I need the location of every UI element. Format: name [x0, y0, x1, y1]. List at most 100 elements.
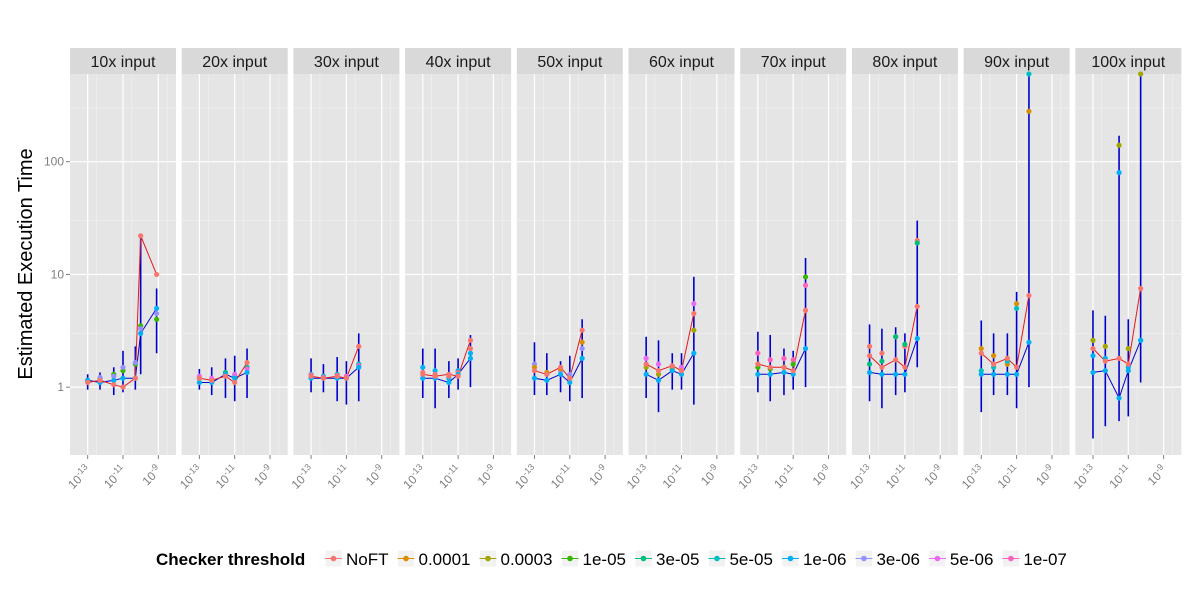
panel-strip-label: 80x input: [872, 54, 937, 71]
x-tick-label: 10-9: [1143, 462, 1169, 488]
data-point-red: [320, 375, 327, 381]
panel-strip-label: 70x input: [761, 54, 826, 71]
data-point-red: [1125, 361, 1131, 367]
data-point-red: [579, 327, 585, 333]
legend-label: 3e-05: [656, 550, 699, 569]
data-point-red: [343, 375, 349, 381]
data-point-extra: [1125, 345, 1131, 352]
data-point-red: [678, 368, 685, 374]
data-point-blue: [755, 371, 761, 377]
data-point-red: [567, 375, 573, 381]
legend-item: 0.0001: [397, 549, 471, 569]
data-point-extra: [1026, 108, 1032, 114]
x-tick-label: 10-11: [1105, 462, 1134, 491]
data-point-extra: [978, 345, 984, 352]
x-tick-label: 10-13: [287, 462, 317, 492]
y-axis-ticks: 1 10 100: [44, 155, 70, 394]
data-point-extra: [691, 327, 697, 333]
data-point-red: [455, 373, 461, 379]
data-point-extra: [893, 334, 899, 340]
panel-strip-label: 40x input: [426, 54, 491, 71]
data-point-extra: [432, 368, 438, 374]
data-point-blue: [579, 355, 585, 361]
data-point-blue: [914, 335, 920, 342]
data-point-red: [1026, 292, 1032, 299]
data-point-red: [557, 364, 564, 370]
panel-strip: [293, 48, 400, 74]
x-tick-label: 10-13: [399, 462, 429, 492]
data-point-blue: [557, 371, 564, 377]
legend-key-point: [330, 555, 337, 562]
legend-label: 1e-07: [1023, 550, 1066, 569]
data-point-extra: [790, 361, 796, 367]
data-point-blue: [991, 371, 997, 377]
data-point-red: [1090, 345, 1096, 352]
data-point-blue: [1004, 371, 1010, 377]
data-point-red: [866, 353, 873, 359]
legend-key-point: [485, 555, 491, 562]
data-point-blue: [244, 369, 250, 376]
data-point-extra: [1090, 337, 1096, 343]
data-point-red: [691, 310, 697, 317]
data-point-red: [802, 307, 809, 313]
legend-item: 5e-06: [928, 549, 993, 569]
data-point-blue: [781, 369, 787, 376]
data-point-red: [120, 384, 126, 390]
data-point-red: [334, 373, 340, 379]
data-point-extra: [567, 371, 573, 377]
data-point-extra: [1102, 343, 1108, 349]
data-point-extra: [579, 345, 585, 352]
data-point-blue: [356, 364, 362, 370]
data-point-red: [85, 379, 91, 386]
y-tick-label: 100: [44, 155, 64, 169]
legend-label: 0.0003: [501, 550, 553, 569]
x-tick-label: 10-9: [473, 462, 499, 488]
x-tick-label: 10-13: [734, 462, 764, 492]
data-point-red: [755, 361, 761, 367]
data-point-blue: [567, 379, 573, 386]
y-tick-label: 1: [57, 380, 64, 394]
data-point-extra: [1138, 71, 1144, 77]
data-point-extra: [655, 371, 662, 377]
data-point-blue: [893, 371, 899, 377]
data-point-blue: [120, 375, 126, 381]
data-point-extra: [978, 368, 984, 374]
legend-title: Checker threshold: [156, 550, 305, 569]
data-point-blue: [669, 368, 675, 374]
data-point-red: [531, 368, 538, 374]
x-tick-label: 10-11: [100, 462, 129, 491]
data-point-blue: [978, 371, 984, 377]
data-point-blue: [902, 371, 908, 377]
data-point-red: [879, 364, 885, 370]
data-point-blue: [1090, 369, 1096, 376]
data-point-extra: [879, 358, 885, 364]
data-point-red: [669, 363, 675, 369]
x-tick-label: 10-9: [1032, 462, 1058, 488]
data-point-red: [356, 343, 362, 349]
data-point-blue: [790, 371, 796, 377]
data-point-blue: [802, 345, 809, 352]
panel-strip: [1075, 48, 1182, 74]
data-point-red: [196, 375, 202, 381]
x-tick-label: 10-9: [361, 462, 387, 488]
panel-strip: [405, 48, 512, 74]
legend: Checker threshold NoFT 0.0001 0.0003 1e-05 3…: [156, 549, 1067, 569]
panel-strip: [70, 48, 176, 74]
legend-item: 1e-06: [781, 549, 846, 569]
data-point-red: [902, 364, 908, 370]
data-point-red: [790, 368, 796, 374]
data-point-blue: [1014, 371, 1020, 377]
data-point-blue: [531, 375, 538, 381]
x-tick-label: 10-9: [250, 462, 276, 488]
x-tick-label: 10-9: [585, 462, 611, 488]
data-point-blue: [767, 371, 773, 377]
data-point-extra: [902, 341, 908, 347]
